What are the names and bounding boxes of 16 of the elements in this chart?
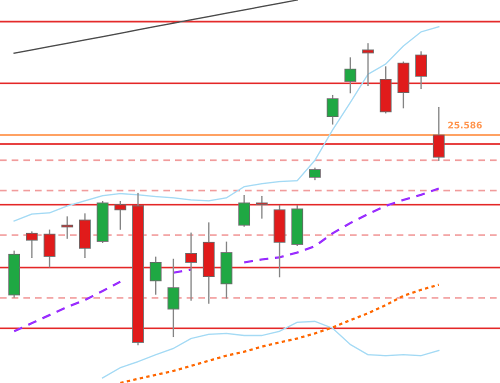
candlestick xyxy=(26,231,38,258)
candlestick xyxy=(415,51,427,90)
text: 25.586 xyxy=(448,122,482,128)
candlestick xyxy=(167,258,180,338)
candlestick xyxy=(309,168,321,180)
candlestick xyxy=(150,256,162,295)
candlestick xyxy=(44,230,56,268)
candlestick xyxy=(362,43,374,86)
candlestick xyxy=(238,195,250,227)
candlestick xyxy=(432,106,445,161)
candlestick xyxy=(61,216,74,239)
candlestick xyxy=(114,201,126,230)
candlestick xyxy=(344,57,356,94)
candlestick xyxy=(326,94,339,125)
candlestick xyxy=(185,232,197,301)
candlestick xyxy=(256,196,268,219)
